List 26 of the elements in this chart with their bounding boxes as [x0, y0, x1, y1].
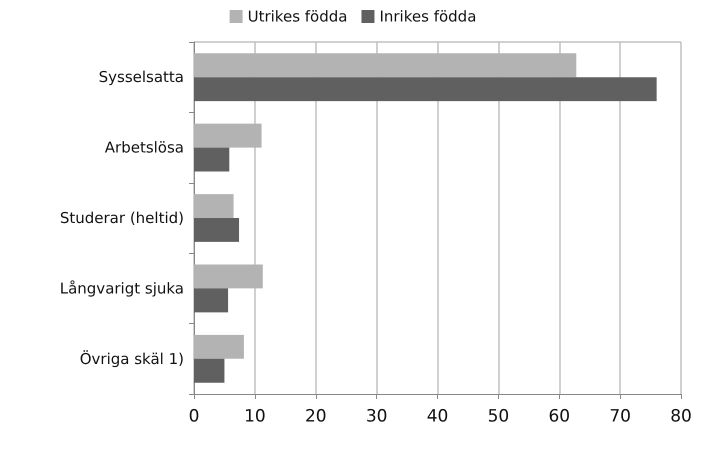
bar — [194, 124, 262, 148]
bar — [194, 334, 244, 359]
y-tick-label: Långvarigt sjuka — [60, 279, 184, 298]
x-tick-label: 50 — [488, 406, 510, 426]
legend-label: Utrikes födda — [248, 8, 348, 26]
x-tick-label: 10 — [244, 406, 266, 426]
bar — [194, 148, 230, 172]
bar — [194, 358, 224, 383]
bar — [194, 194, 234, 218]
y-tick-label: Övriga skäl 1) — [80, 350, 184, 368]
bar — [194, 288, 228, 312]
y-tick-label: Studerar (heltid) — [60, 209, 184, 227]
bar — [194, 264, 263, 288]
bar — [194, 77, 657, 102]
x-tick-label: 20 — [304, 406, 327, 426]
x-tick-label: 30 — [366, 406, 388, 426]
y-tick-label: Sysselsatta — [98, 68, 184, 86]
x-tick-label: 70 — [609, 406, 631, 426]
x-tick-label: 60 — [548, 406, 570, 426]
bar — [194, 218, 240, 242]
x-tick-label: 80 — [670, 406, 692, 426]
y-tick-label: Arbetslösa — [104, 138, 184, 157]
x-tick-label: 0 — [188, 406, 200, 426]
x-tick-label: 40 — [426, 406, 448, 426]
bar — [194, 53, 576, 78]
legend-label: Inrikes födda — [379, 8, 476, 26]
